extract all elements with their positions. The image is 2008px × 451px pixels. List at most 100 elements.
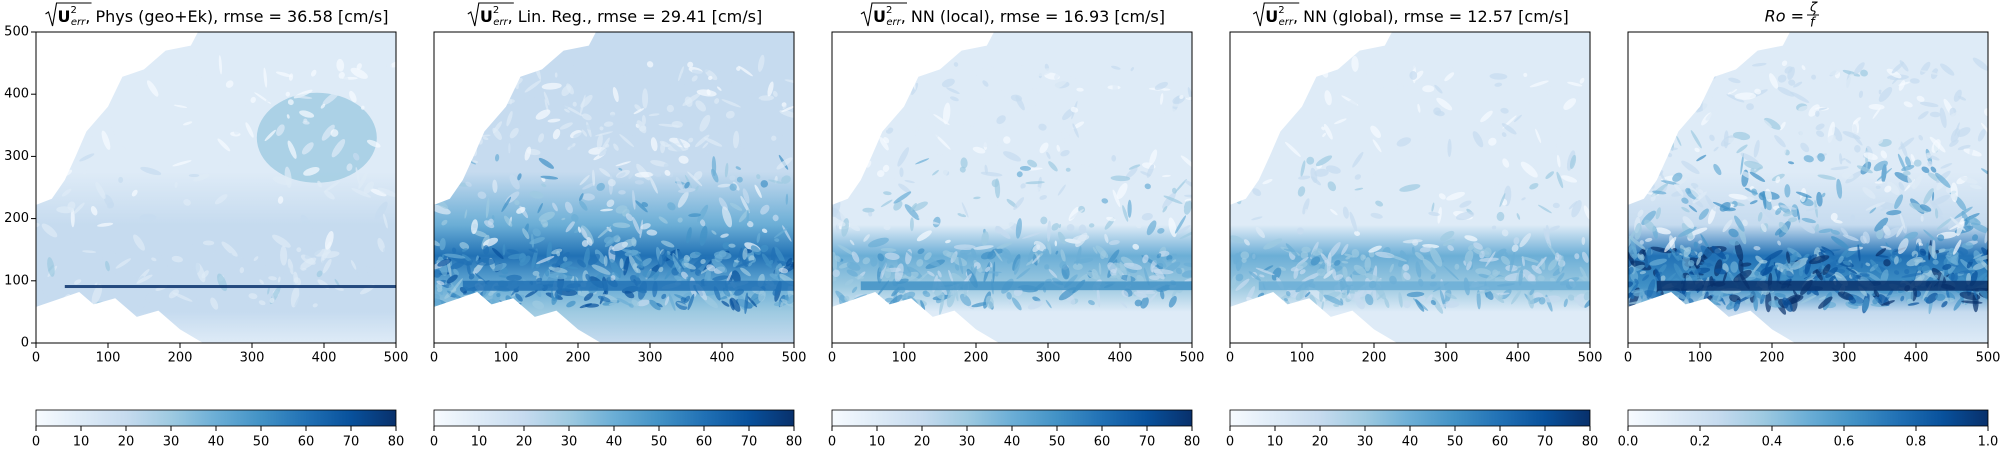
field-eddy <box>1775 207 1782 215</box>
field-eddy <box>920 300 926 311</box>
field-eddy <box>559 122 573 130</box>
colorbar-tick-label: 0.0 <box>1618 435 1639 450</box>
field-eddy <box>1262 220 1278 226</box>
field-eddy <box>1159 113 1166 120</box>
field-eddy <box>562 256 568 262</box>
field-eddy <box>1299 269 1306 275</box>
field-eddy <box>1297 186 1306 197</box>
field-eddy <box>1333 303 1340 308</box>
field-eddy <box>776 157 793 170</box>
field-eddy <box>1650 193 1656 202</box>
field-eddy <box>960 293 972 307</box>
field-eddy <box>737 247 743 264</box>
field-eddy <box>1790 91 1810 103</box>
field-eddy <box>136 303 145 308</box>
field-eddy <box>465 260 473 266</box>
title-sup: 2 <box>1278 5 1284 16</box>
field-eddy <box>1110 268 1118 277</box>
field-eddy <box>1330 208 1338 216</box>
field-eddy <box>1284 141 1301 157</box>
field-eddy <box>1780 268 1788 284</box>
field-eddy <box>1476 289 1481 310</box>
field-eddy <box>1046 220 1051 242</box>
field-eddy <box>369 294 380 300</box>
field-eddy <box>484 220 495 229</box>
field-eddy <box>769 273 787 282</box>
field-eddy <box>1809 255 1830 265</box>
title-symbol: U <box>58 7 71 26</box>
field-eddy <box>377 187 396 197</box>
field-eddy <box>248 293 258 300</box>
field-eddy <box>1837 88 1849 103</box>
field-eddy <box>129 274 136 281</box>
field-eddy <box>1664 236 1677 253</box>
field-eddy <box>948 143 955 151</box>
field-eddy <box>1489 73 1508 80</box>
field-eddy <box>658 216 668 224</box>
field-eddy <box>1038 123 1047 131</box>
x-tick-label: 200 <box>1362 351 1387 366</box>
field-eddy <box>1816 130 1825 138</box>
field-eddy <box>946 87 960 95</box>
field-eddy <box>637 299 650 307</box>
field-eddy <box>1866 272 1882 282</box>
field-eddy <box>1058 287 1077 301</box>
field-eddy <box>1872 298 1879 305</box>
field-eddy <box>1127 199 1132 218</box>
field-eddy <box>358 171 368 189</box>
field-eddy <box>1403 272 1411 281</box>
field-eddy <box>1972 234 1979 241</box>
field-eddy <box>1821 192 1826 198</box>
field-eddy <box>434 293 440 302</box>
field-eddy <box>866 160 872 168</box>
field-eddy <box>532 270 540 276</box>
field-eddy <box>391 130 396 138</box>
field-eddy <box>1929 111 1941 118</box>
field-eddy <box>1740 152 1759 165</box>
field-eddy <box>1671 248 1680 262</box>
field-eddy <box>670 74 677 96</box>
field-eddy <box>616 172 626 179</box>
field-eddy <box>1878 87 1893 102</box>
field-eddy <box>936 167 950 182</box>
field-eddy <box>970 248 977 258</box>
field-eddy <box>941 78 955 88</box>
field-eddy <box>1950 250 1959 259</box>
field-eddy <box>1840 146 1847 155</box>
field-eddy <box>1569 154 1577 170</box>
field-eddy <box>1552 202 1560 209</box>
colorbar <box>831 409 1193 427</box>
field-eddy <box>477 191 487 199</box>
field-eddy <box>253 256 259 262</box>
field-eddy <box>851 251 860 263</box>
field-eddy <box>742 188 750 204</box>
field-eddy <box>577 259 587 268</box>
field-eddy <box>158 291 162 298</box>
field-eddy <box>1491 225 1497 230</box>
field-eddy <box>1354 174 1362 180</box>
field-eddy <box>1370 96 1377 102</box>
field-eddy <box>1095 245 1109 258</box>
field-eddy <box>1473 249 1483 255</box>
field-eddy <box>1467 244 1474 251</box>
field-eddy <box>273 299 278 305</box>
field-eddy <box>772 214 779 222</box>
field-eddy <box>1039 195 1047 200</box>
x-tick-label: 300 <box>240 351 265 366</box>
field-eddy <box>1865 262 1871 267</box>
heatmap-field <box>434 32 794 343</box>
radical <box>1252 2 1300 27</box>
field-eddy <box>1705 195 1717 212</box>
title-text: , Phys (geo+Ek), rmse = 36.58 [cm/s] <box>85 7 388 26</box>
field-eddy <box>1950 193 1958 200</box>
field-eddy <box>1856 165 1873 174</box>
field-eddy <box>916 230 932 242</box>
field-eddy <box>1892 135 1902 144</box>
field-eddy <box>1672 172 1683 182</box>
field-eddy <box>449 278 463 295</box>
field-eddy <box>518 252 526 263</box>
field-eddy <box>760 180 769 188</box>
field-eddy <box>1917 265 1924 272</box>
field-eddy <box>1501 123 1517 135</box>
field-eddy <box>1317 114 1323 119</box>
